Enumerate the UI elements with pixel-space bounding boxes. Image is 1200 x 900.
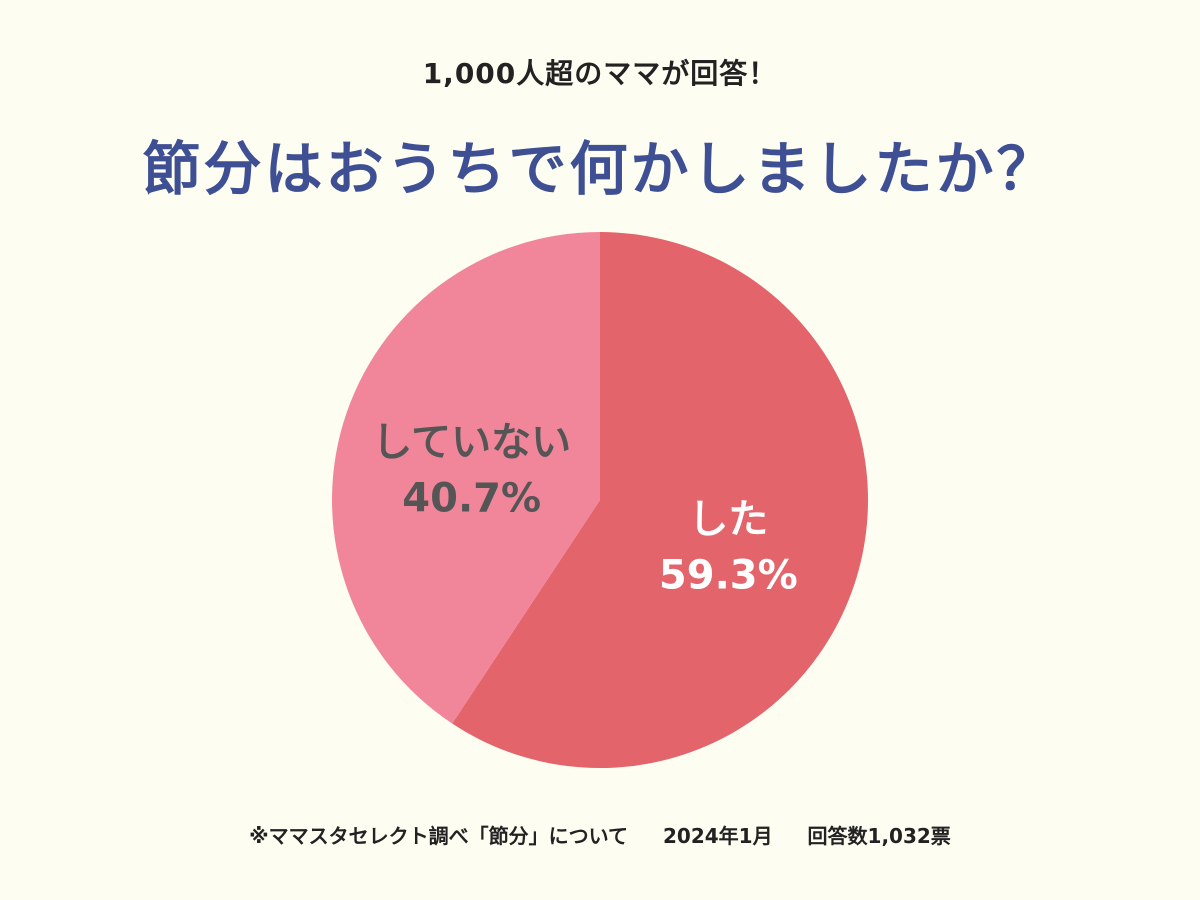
chart-subtitle: 1,000人超のママが回答！ <box>422 57 778 90</box>
source-footnote: ※ママスタセレクト調べ「節分」について 2024年1月 回答数1,032票 <box>0 820 1200 849</box>
footnote-date: 2024年1月 <box>662 824 773 848</box>
footnote-source: ※ママスタセレクト調べ「節分」について <box>249 824 629 848</box>
pie-label-0: した 59.3% <box>659 497 798 599</box>
pie-label-value-1: 40.7% <box>402 475 541 521</box>
pie-label-1: していない 40.7% <box>372 419 571 521</box>
chart-title: 節分はおうちで何かしましたか？ <box>142 135 1058 203</box>
pie-slice-1 <box>332 232 600 724</box>
pie-slice-0 <box>452 232 869 768</box>
pie-label-name-0: した <box>688 497 768 543</box>
footnote-responses: 回答数1,032票 <box>807 824 951 848</box>
pie-label-name-1: していない <box>372 419 571 465</box>
pie-label-value-0: 59.3% <box>659 553 798 599</box>
